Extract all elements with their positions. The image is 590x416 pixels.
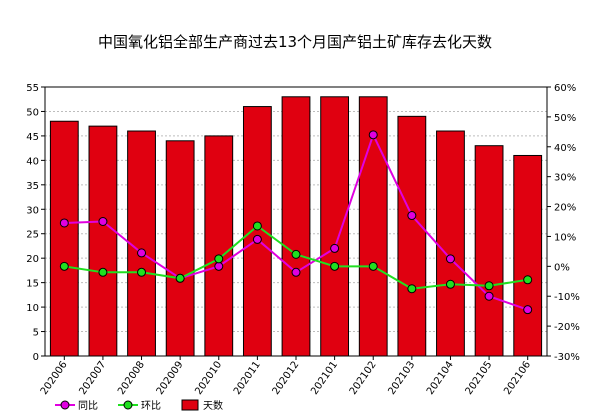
x-axis-tick-label: 202105 [464, 359, 495, 397]
point-同比-202102 [368, 130, 378, 140]
x-axis-tick-label: 202008 [116, 359, 147, 397]
bar-202006 [49, 120, 79, 357]
x-axis-tick-label: 202011 [232, 359, 263, 397]
point-环比-202012 [291, 249, 301, 259]
right-axis-tick-label: -10% [554, 292, 580, 303]
bar-202102 [358, 96, 388, 357]
point-环比-202104 [445, 279, 455, 289]
point-环比-202007 [98, 267, 108, 277]
point-环比-202103 [407, 284, 417, 294]
point-同比-202006 [59, 218, 69, 228]
left-axis-tick-label: 5 [33, 328, 39, 339]
bar-202106 [513, 154, 543, 357]
x-axis-tick-label: 202101 [309, 359, 340, 397]
bar-202011 [242, 106, 272, 357]
left-axis-tick-label: 20 [26, 254, 39, 265]
point-同比-202106 [523, 305, 533, 315]
point-环比-202102 [368, 261, 378, 271]
x-axis-tick-label: 202012 [271, 359, 302, 397]
x-axis-tick-label: 202010 [193, 359, 224, 397]
point-环比-202010 [214, 254, 224, 264]
point-同比-202105 [484, 291, 494, 301]
point-同比-202101 [330, 243, 340, 253]
x-axis-tick-label: 202103 [386, 359, 417, 397]
point-环比-202105 [484, 281, 494, 291]
bar-202105 [474, 145, 504, 357]
x-axis-tick-label: 202009 [155, 359, 186, 397]
bar-202103 [397, 115, 427, 357]
right-axis-tick-label: 50% [554, 113, 576, 124]
left-axis-tick-label: 25 [26, 230, 39, 241]
point-同比-202010 [214, 261, 224, 271]
point-同比-202008 [137, 248, 147, 258]
x-axis-tick-label: 202006 [39, 359, 70, 397]
legend: 同比 环比 天数 [55, 399, 223, 412]
x-axis-tick-label: 202104 [425, 359, 456, 397]
bar-202104 [436, 130, 465, 357]
point-环比-202011 [252, 221, 262, 231]
point-同比-202011 [252, 234, 262, 244]
left-axis-tick-label: 0 [33, 352, 39, 363]
point-环比-202009 [175, 273, 185, 283]
left-axis-tick-label: 45 [26, 132, 39, 143]
point-同比-202007 [98, 217, 108, 226]
left-axis-tick-label: 40 [26, 156, 39, 167]
left-axis-tick-label: 55 [26, 83, 39, 94]
right-axis-tick-label: 40% [554, 143, 576, 154]
point-同比-202103 [407, 211, 417, 221]
legend-label: 天数 [203, 399, 223, 412]
legend-swatch-marker [123, 400, 133, 410]
point-环比-202106 [523, 275, 533, 285]
legend-label: 同比 [78, 400, 98, 412]
point-同比-202012 [291, 267, 301, 277]
x-axis-tick-label: 202007 [77, 359, 108, 397]
point-环比-202006 [59, 261, 69, 271]
right-axis-tick-label: 60% [554, 83, 576, 94]
left-axis-tick-label: 15 [26, 279, 39, 290]
plot-area: 0 5 10 15 20 25 30 35 40 45 50 55 -30% -20% -10% 0% 10% 2… [26, 83, 580, 397]
bar-202007 [88, 125, 118, 357]
legend-swatch-marker [60, 400, 70, 410]
legend-label: 环比 [141, 400, 161, 412]
right-axis-tick-label: 0% [554, 262, 570, 273]
left-axis-tick-label: 10 [26, 303, 39, 314]
chart-title: 中国氧化铝全部生产商过去13个月国产铝土矿库存去化天数 [98, 33, 492, 51]
right-axis-tick-label: 30% [554, 173, 576, 184]
right-axis-tick-label: -20% [554, 322, 580, 333]
bar-202008 [127, 130, 156, 357]
right-axis-tick-label: 20% [554, 203, 576, 214]
point-环比-202008 [137, 267, 147, 277]
legend-swatch-bar [181, 399, 199, 411]
left-axis-tick-label: 50 [26, 107, 39, 118]
left-axis-tick-label: 30 [26, 205, 39, 216]
right-axis-tick-label: -30% [554, 352, 580, 363]
x-axis-tick-label: 202106 [502, 359, 533, 397]
bar-202012 [281, 96, 311, 357]
right-axis-tick-label: 10% [554, 232, 576, 243]
bar-202101 [320, 96, 350, 357]
bar-202010 [204, 135, 234, 357]
point-同比-202104 [445, 254, 455, 264]
left-axis-tick-label: 35 [26, 181, 39, 192]
point-环比-202101 [330, 261, 340, 271]
bar-202009 [165, 140, 195, 357]
x-axis-tick-label: 202102 [348, 359, 379, 397]
